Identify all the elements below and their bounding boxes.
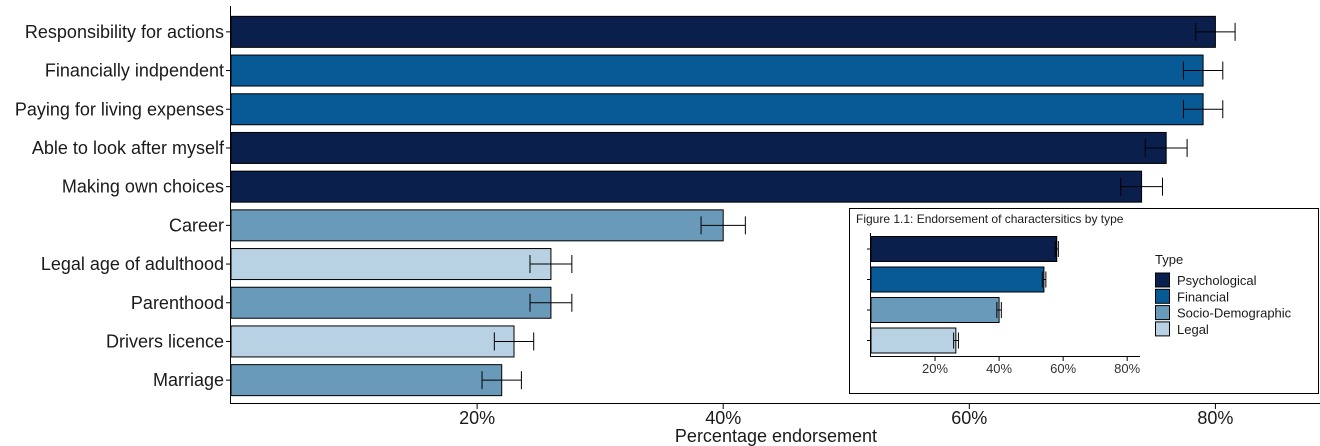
inset-bars-group bbox=[867, 236, 1059, 354]
category-label-career: Career bbox=[169, 215, 224, 235]
legend-label-socio-demographic: Socio-Demographic bbox=[1177, 306, 1292, 321]
bar-drivers-licence bbox=[230, 325, 515, 358]
category-labels: Responsibility for actions Financially in… bbox=[15, 22, 225, 390]
legend-title: Type bbox=[1155, 252, 1183, 267]
inset-bar-financial bbox=[870, 266, 1045, 293]
bar-paying-for-living-expenses bbox=[230, 93, 1204, 126]
legend-swatch-socio-demographic bbox=[1155, 305, 1170, 321]
inset-x-tick-label-60: 60% bbox=[1050, 361, 1076, 376]
bar-financially-indpendent bbox=[230, 54, 1204, 87]
x-tick-label-60: 60% bbox=[951, 408, 987, 428]
inset-bar-legal bbox=[870, 327, 957, 354]
bar-marriage bbox=[230, 364, 503, 397]
bar-able-to-look-after-myself bbox=[230, 131, 1167, 164]
main-axis-group bbox=[226, 6, 1320, 409]
inset-bar-psychological bbox=[870, 236, 1058, 262]
x-tick-labels: 20% 40% 60% 80% bbox=[459, 408, 1233, 428]
bar-responsibility-for-actions bbox=[230, 15, 1216, 48]
category-label-marriage: Marriage bbox=[153, 370, 224, 390]
category-label-parenthood: Parenthood bbox=[131, 293, 224, 313]
main-bars-group bbox=[230, 15, 1236, 397]
x-tick-label-20: 20% bbox=[459, 408, 495, 428]
legend-label-legal: Legal bbox=[1177, 322, 1209, 337]
category-label-making-own-choices: Making own choices bbox=[62, 177, 224, 197]
category-label-drivers-licence: Drivers licence bbox=[106, 331, 224, 351]
x-axis-title: Percentage endorsement bbox=[675, 426, 877, 446]
inset-title: Figure 1.1: Endorsement of charactersiti… bbox=[856, 212, 1124, 226]
legend-swatch-legal bbox=[1155, 321, 1170, 337]
bar-making-own-choices bbox=[230, 170, 1143, 203]
bar-legal-age-of-adulthood bbox=[230, 248, 552, 281]
legend-label-financial: Financial bbox=[1177, 289, 1229, 304]
category-label-paying-for-living-expenses: Paying for living expenses bbox=[15, 99, 224, 119]
legend-label-psychological: Psychological bbox=[1177, 273, 1257, 288]
x-tick-label-40: 40% bbox=[705, 408, 741, 428]
category-label-responsibility-for-actions: Responsibility for actions bbox=[25, 22, 224, 42]
bar-parenthood bbox=[230, 286, 552, 319]
inset-x-tick-label-80: 80% bbox=[1114, 361, 1140, 376]
inset-x-tick-labels: 20% 40% 60% 80% bbox=[922, 357, 1141, 376]
legend-swatch-psychological bbox=[1155, 272, 1170, 288]
category-label-legal-age-of-adulthood: Legal age of adulthood bbox=[41, 254, 224, 274]
legend-swatch-financial bbox=[1155, 288, 1170, 304]
inset-panel: Figure 1.1: Endorsement of charactersiti… bbox=[849, 208, 1319, 394]
x-tick-label-80: 80% bbox=[1197, 408, 1233, 428]
inset-x-tick-label-20: 20% bbox=[922, 361, 948, 376]
inset-bar-socio-demographic bbox=[870, 297, 1000, 323]
bar-career bbox=[230, 209, 724, 242]
inset-x-tick-label-40: 40% bbox=[986, 361, 1012, 376]
category-label-financially-indpendent: Financially indpendent bbox=[45, 61, 224, 81]
category-label-able-to-look-after-myself: Able to look after myself bbox=[32, 138, 225, 158]
